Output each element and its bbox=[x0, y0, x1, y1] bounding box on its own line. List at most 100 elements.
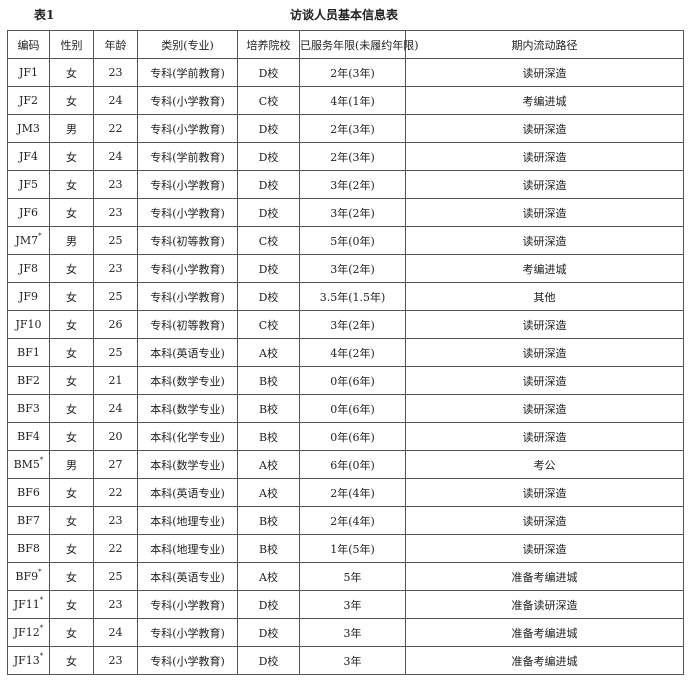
school-text: B校 bbox=[258, 514, 279, 528]
table-row: JF2 女 24 专科(小学教育) C校 4年(1年) 考编进城 bbox=[7, 86, 684, 115]
cell-gender: 女 bbox=[49, 646, 94, 675]
age-text: 21 bbox=[108, 374, 123, 387]
column-header: 编码 bbox=[7, 30, 50, 59]
service-text: 5年(0年) bbox=[330, 234, 375, 248]
cell-path: 读研深造 bbox=[405, 114, 684, 143]
cell-category: 本科(地理专业) bbox=[137, 506, 238, 535]
cell-school: B校 bbox=[237, 506, 300, 535]
age-text: 27 bbox=[108, 458, 123, 471]
cell-code: JF11* bbox=[7, 590, 50, 619]
path-text: 读研深造 bbox=[522, 542, 567, 556]
column-header: 培养院校 bbox=[237, 30, 300, 59]
table-row: BF6 女 22 本科(英语专业) A校 2年(4年) 读研深造 bbox=[7, 478, 684, 507]
category-text: 本科(英语专业) bbox=[150, 486, 225, 500]
cell-age: 23 bbox=[93, 646, 138, 675]
gender-text: 女 bbox=[66, 486, 77, 500]
cell-code: JF1 bbox=[7, 58, 50, 87]
school-text: B校 bbox=[258, 402, 279, 416]
category-text: 本科(数学专业) bbox=[150, 458, 225, 472]
cell-category: 本科(地理专业) bbox=[137, 534, 238, 563]
column-header: 已服务年限(未履约年限) bbox=[299, 30, 419, 59]
service-text: 2年(4年) bbox=[330, 486, 375, 500]
service-text: 3年(2年) bbox=[330, 206, 375, 220]
cell-gender: 女 bbox=[49, 86, 94, 115]
table-body: JF1 女 23 专科(学前教育) D校 2年(3年) 读研深造 JF2 女 24 专科(小学教育)… bbox=[7, 58, 684, 675]
cell-school: C校 bbox=[237, 226, 300, 255]
cell-gender: 女 bbox=[49, 366, 94, 395]
table-row: BF4 女 20 本科(化学专业) B校 0年(6年) 读研深造 bbox=[7, 422, 684, 451]
age-text: 24 bbox=[108, 626, 123, 639]
table-row: BM5* 男 27 本科(数学专业) A校 6年(0年) 考公 bbox=[7, 450, 684, 479]
service-text: 6年(0年) bbox=[330, 458, 375, 472]
cell-path: 其他 bbox=[405, 282, 684, 311]
age-text: 23 bbox=[108, 206, 123, 219]
cell-path: 考编进城 bbox=[405, 254, 684, 283]
cell-code: JF9 bbox=[7, 282, 50, 311]
cell-school: D校 bbox=[237, 58, 300, 87]
cell-category: 专科(小学教育) bbox=[137, 254, 238, 283]
gender-text: 女 bbox=[66, 94, 77, 108]
cell-path: 准备考编进城 bbox=[405, 618, 684, 647]
cell-service: 3年 bbox=[299, 618, 406, 647]
cell-path: 读研深造 bbox=[405, 226, 684, 255]
cell-age: 23 bbox=[93, 590, 138, 619]
category-text: 专科(小学教育) bbox=[150, 598, 225, 612]
gender-text: 女 bbox=[66, 542, 77, 556]
age-text: 26 bbox=[108, 318, 123, 331]
table-caption: 表1 访谈人员基本信息表 bbox=[0, 6, 688, 24]
path-text: 读研深造 bbox=[522, 346, 567, 360]
cell-category: 专科(小学教育) bbox=[137, 590, 238, 619]
path-text: 读研深造 bbox=[522, 206, 567, 220]
school-text: C校 bbox=[258, 94, 279, 108]
cell-school: C校 bbox=[237, 310, 300, 339]
age-text: 20 bbox=[108, 430, 123, 443]
school-text: D校 bbox=[258, 654, 279, 668]
cell-code: JF10 bbox=[7, 310, 50, 339]
cell-path: 读研深造 bbox=[405, 198, 684, 227]
gender-text: 女 bbox=[66, 374, 77, 388]
category-text: 专科(小学教育) bbox=[150, 178, 225, 192]
service-text: 0年(6年) bbox=[330, 430, 375, 444]
category-text: 专科(初等教育) bbox=[150, 318, 225, 332]
cell-path: 读研深造 bbox=[405, 142, 684, 171]
cell-gender: 女 bbox=[49, 562, 94, 591]
cell-school: D校 bbox=[237, 142, 300, 171]
cell-age: 21 bbox=[93, 366, 138, 395]
column-header: 类别(专业) bbox=[137, 30, 238, 59]
cell-age: 22 bbox=[93, 114, 138, 143]
cell-category: 专科(初等教育) bbox=[137, 310, 238, 339]
cell-service: 5年 bbox=[299, 562, 406, 591]
path-text: 读研深造 bbox=[522, 318, 567, 332]
asterisk-mark: * bbox=[38, 568, 42, 576]
cell-school: D校 bbox=[237, 170, 300, 199]
code-text: JF9 bbox=[18, 290, 39, 303]
service-text: 4年(1年) bbox=[330, 94, 375, 108]
cell-service: 2年(3年) bbox=[299, 114, 406, 143]
service-text: 3年(2年) bbox=[330, 262, 375, 276]
table-row: JF6 女 23 专科(小学教育) D校 3年(2年) 读研深造 bbox=[7, 198, 684, 227]
cell-code: JF5 bbox=[7, 170, 50, 199]
age-text: 23 bbox=[108, 178, 123, 191]
age-text: 23 bbox=[108, 262, 123, 275]
code-text: JF13 bbox=[13, 654, 40, 667]
age-text: 22 bbox=[108, 542, 123, 555]
cell-code: BF6 bbox=[7, 478, 50, 507]
table-row: JF10 女 26 专科(初等教育) C校 3年(2年) 读研深造 bbox=[7, 310, 684, 339]
asterisk-mark: * bbox=[39, 596, 44, 604]
school-text: A校 bbox=[259, 570, 278, 584]
path-text: 读研深造 bbox=[522, 122, 567, 136]
cell-code: JM3 bbox=[7, 114, 50, 143]
cell-gender: 女 bbox=[49, 422, 94, 451]
cell-service: 3年 bbox=[299, 590, 406, 619]
code-text: BF4 bbox=[17, 430, 40, 443]
table-row: BF8 女 22 本科(地理专业) B校 1年(5年) 读研深造 bbox=[7, 534, 684, 563]
cell-category: 本科(化学专业) bbox=[137, 422, 238, 451]
cell-gender: 女 bbox=[49, 534, 94, 563]
cell-path: 读研深造 bbox=[405, 170, 684, 199]
cell-gender: 女 bbox=[49, 254, 94, 283]
code-text: JF11 bbox=[13, 598, 40, 611]
code-text: BF6 bbox=[17, 486, 40, 499]
path-text: 考公 bbox=[533, 458, 556, 472]
age-text: 25 bbox=[108, 570, 123, 583]
cell-code: JF6 bbox=[7, 198, 50, 227]
